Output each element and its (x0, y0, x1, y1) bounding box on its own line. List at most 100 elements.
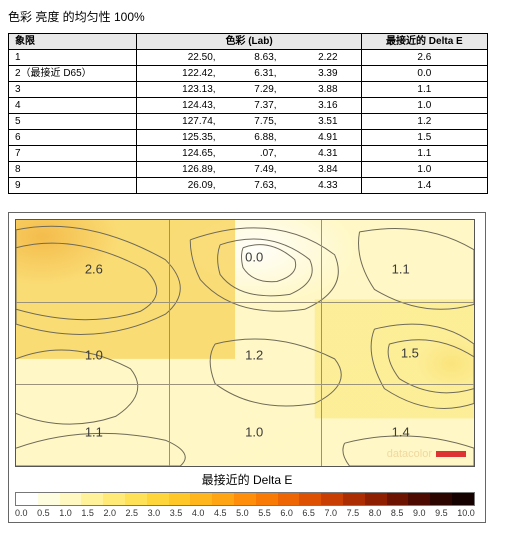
legend-segment (125, 493, 147, 505)
heat-value-label: 1.4 (392, 424, 410, 439)
cell-quadrant: 8 (9, 162, 137, 178)
cell-deltae: 2.6 (361, 50, 487, 66)
legend-tick: 4.0 (192, 508, 205, 518)
legend-tick: 8.5 (391, 508, 404, 518)
legend-segment (278, 493, 300, 505)
legend-segment (169, 493, 191, 505)
plot-container: 2.6 0.0 1.1 1.0 1.2 1.5 1.1 1.0 1.4 datacolor 最接… (8, 212, 486, 523)
brand-bar (436, 451, 466, 457)
legend-tick: 2.5 (126, 508, 139, 518)
legend-tick: 8.0 (369, 508, 382, 518)
table-row: 4124.43,7.37,3.161.0 (9, 98, 488, 114)
cell-deltae: 1.5 (361, 130, 487, 146)
cell-deltae: 1.1 (361, 82, 487, 98)
heatmap: 2.6 0.0 1.1 1.0 1.2 1.5 1.1 1.0 1.4 datacolor (15, 219, 475, 467)
legend-tick: 0.5 (37, 508, 50, 518)
page-title: 色彩 亮度 的均匀性 100% (8, 8, 504, 25)
cell-quadrant: 3 (9, 82, 137, 98)
legend-ticks: 0.0 0.5 1.0 1.5 2.0 2.5 3.0 3.5 4.0 4.5 5.0 5.5 6.0 6… (15, 508, 475, 518)
cell-deltae: 1.0 (361, 162, 487, 178)
table-row: 2（最接近 D65）122.42,6.31,3.390.0 (9, 66, 488, 82)
legend-tick: 6.5 (302, 508, 315, 518)
cell-lab: 124.43,7.37,3.16 (137, 98, 361, 114)
cell-lab: 125.35,6.88,4.91 (137, 130, 361, 146)
th-deltae: 最接近的 Delta E (361, 34, 487, 50)
legend-segment (343, 493, 365, 505)
legend-segment (147, 493, 169, 505)
cell-lab: 124.65,.07,4.31 (137, 146, 361, 162)
legend-segment (103, 493, 125, 505)
heat-value-label: 1.2 (245, 348, 263, 363)
legend-bar (15, 492, 475, 506)
legend-tick: 4.5 (214, 508, 227, 518)
cell-lab: 22.50,8.63,2.22 (137, 50, 361, 66)
data-table: 象限 色彩 (Lab) 最接近的 Delta E 122.50,8.63,2.2… (8, 33, 488, 194)
heat-value-label: 2.6 (85, 262, 103, 277)
heat-value-label: 1.1 (85, 424, 103, 439)
th-quadrant: 象限 (9, 34, 137, 50)
legend-segment (212, 493, 234, 505)
cell-lab: 126.89,7.49,3.84 (137, 162, 361, 178)
cell-quadrant: 6 (9, 130, 137, 146)
legend-segment (299, 493, 321, 505)
legend-segment (387, 493, 409, 505)
table-row: 8126.89,7.49,3.841.0 (9, 162, 488, 178)
brand-watermark: datacolor (387, 448, 466, 460)
legend-tick: 3.5 (170, 508, 183, 518)
heat-value-label: 1.1 (392, 262, 410, 277)
legend-tick: 7.5 (347, 508, 360, 518)
table-row: 926.09,7.63,4.331.4 (9, 178, 488, 194)
cell-quadrant: 1 (9, 50, 137, 66)
legend-tick: 7.0 (325, 508, 338, 518)
legend-segment (190, 493, 212, 505)
legend-tick: 0.0 (15, 508, 28, 518)
cell-lab: 26.09,7.63,4.33 (137, 178, 361, 194)
table-row: 5127.74,7.75,3.511.2 (9, 114, 488, 130)
cell-quadrant: 5 (9, 114, 137, 130)
cell-lab: 123.13,7.29,3.88 (137, 82, 361, 98)
legend-tick: 5.5 (258, 508, 271, 518)
legend-segment (408, 493, 430, 505)
legend-segment (60, 493, 82, 505)
cell-deltae: 1.0 (361, 98, 487, 114)
legend-tick: 6.0 (280, 508, 293, 518)
legend-tick: 9.5 (435, 508, 448, 518)
legend-segment (430, 493, 452, 505)
table-row: 3123.13,7.29,3.881.1 (9, 82, 488, 98)
legend-segment (321, 493, 343, 505)
color-legend: 0.0 0.5 1.0 1.5 2.0 2.5 3.0 3.5 4.0 4.5 5.0 5.5 6.0 6… (15, 492, 475, 518)
cell-quadrant: 7 (9, 146, 137, 162)
legend-tick: 10.0 (457, 508, 475, 518)
cell-deltae: 1.4 (361, 178, 487, 194)
heat-value-label: 1.0 (85, 348, 103, 363)
heat-value-label: 1.0 (245, 424, 263, 439)
cell-lab: 122.42,6.31,3.39 (137, 66, 361, 82)
cell-deltae: 0.0 (361, 66, 487, 82)
legend-segment (16, 493, 38, 505)
legend-segment (365, 493, 387, 505)
legend-segment (256, 493, 278, 505)
legend-tick: 9.0 (413, 508, 426, 518)
heat-value-label: 0.0 (245, 249, 263, 264)
legend-tick: 5.0 (236, 508, 249, 518)
table-header-row: 象限 色彩 (Lab) 最接近的 Delta E (9, 34, 488, 50)
legend-tick: 1.5 (81, 508, 94, 518)
legend-segment (38, 493, 60, 505)
cell-lab: 127.74,7.75,3.51 (137, 114, 361, 130)
legend-tick: 1.0 (59, 508, 72, 518)
legend-tick: 2.0 (103, 508, 116, 518)
cell-deltae: 1.1 (361, 146, 487, 162)
cell-quadrant: 4 (9, 98, 137, 114)
legend-tick: 3.0 (148, 508, 161, 518)
table-row: 6125.35,6.88,4.911.5 (9, 130, 488, 146)
legend-segment (81, 493, 103, 505)
brand-text: datacolor (387, 448, 432, 460)
legend-segment (234, 493, 256, 505)
table-row: 7124.65,.07,4.311.1 (9, 146, 488, 162)
heatmap-caption: 最接近的 Delta E (15, 471, 479, 488)
legend-segment (452, 493, 474, 505)
cell-deltae: 1.2 (361, 114, 487, 130)
heat-value-label: 1.5 (401, 345, 419, 360)
cell-quadrant: 9 (9, 178, 137, 194)
th-lab: 色彩 (Lab) (137, 34, 361, 50)
